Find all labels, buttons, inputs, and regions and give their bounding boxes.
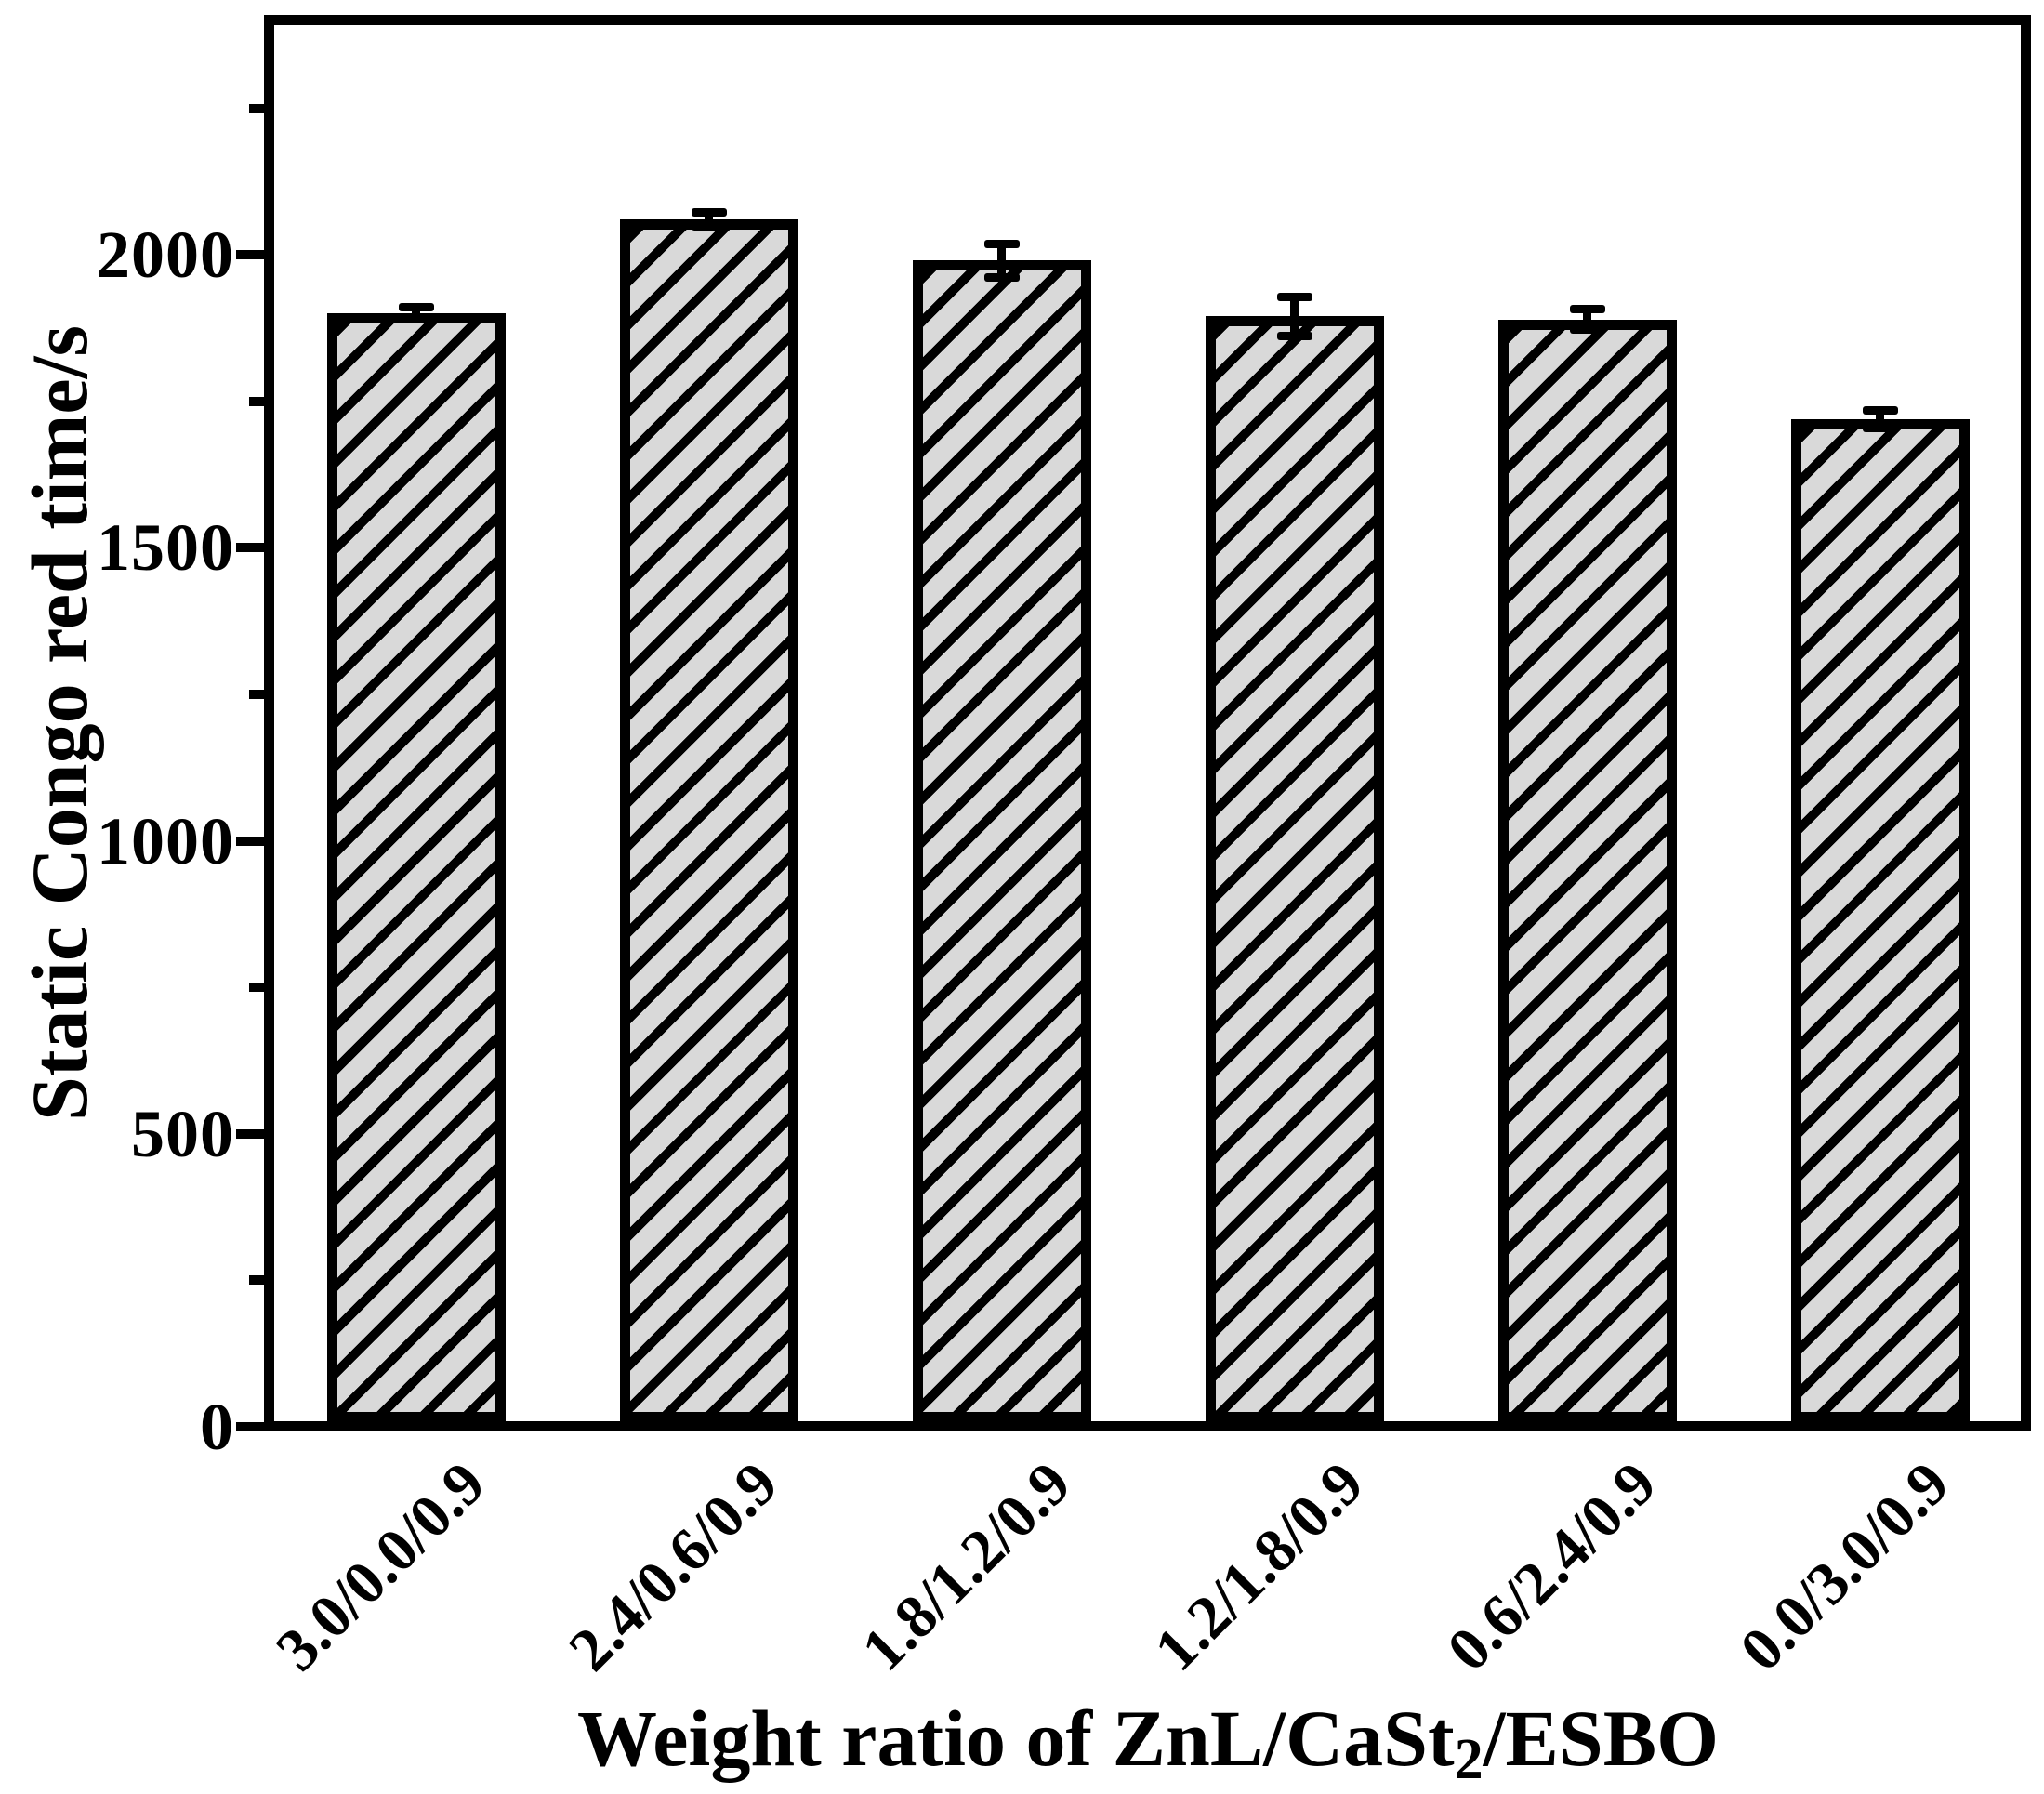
y-axis-major-tick bbox=[236, 1422, 270, 1431]
y-tick-label: 2000 bbox=[97, 218, 234, 293]
y-axis-minor-tick bbox=[249, 396, 270, 406]
error-bar-cap-top bbox=[1276, 293, 1312, 302]
error-bar-line bbox=[412, 307, 420, 320]
bar-0.6/2.4/0.9 bbox=[1497, 319, 1677, 1422]
bar-1.8/1.2/0.9 bbox=[912, 260, 1091, 1422]
error-bar-cap-bottom bbox=[1276, 331, 1312, 340]
error-bar-line bbox=[1290, 297, 1299, 336]
y-axis-minor-tick bbox=[249, 983, 270, 993]
error-bar-cap-bottom bbox=[1569, 324, 1605, 334]
bar-0.0/3.0/0.9 bbox=[1790, 418, 1970, 1422]
x-axis-title-text: Weight ratio of ZnL/CaSt2/ESBO bbox=[577, 1694, 1719, 1791]
y-axis-major-tick bbox=[236, 543, 270, 553]
y-tick-label: 0 bbox=[200, 1390, 234, 1464]
y-axis-minor-tick bbox=[249, 1275, 270, 1286]
y-tick-label: 1000 bbox=[97, 803, 234, 878]
x-tick-label-text: 1.2/1.8/0.9 bbox=[1141, 1449, 1378, 1684]
y-axis-major-tick bbox=[236, 836, 270, 846]
y-axis-minor-tick bbox=[249, 103, 270, 113]
error-bar-line bbox=[705, 212, 713, 227]
error-bar-cap-top bbox=[398, 303, 434, 312]
bar-1.2/1.8/0.9 bbox=[1205, 316, 1384, 1422]
bar-3.0/0.0/0.9 bbox=[326, 313, 506, 1422]
error-bar-cap-top bbox=[691, 208, 727, 218]
error-bar-cap-top bbox=[1862, 405, 1898, 415]
x-tick-label-text: 1.8/1.2/0.9 bbox=[849, 1449, 1085, 1684]
error-bar-cap-top bbox=[983, 240, 1020, 249]
x-axis-title-subscript: 2 bbox=[1454, 1727, 1484, 1791]
plot-area-frame bbox=[264, 15, 2031, 1431]
y-axis-title-text: Static Congo red time/s bbox=[15, 325, 104, 1121]
y-tick-label: 1500 bbox=[97, 510, 234, 586]
error-bar-line bbox=[1876, 410, 1884, 429]
y-axis-minor-tick bbox=[249, 689, 270, 699]
y-tick-label: 500 bbox=[131, 1096, 234, 1171]
error-bar-cap-bottom bbox=[398, 315, 434, 323]
y-axis-major-tick bbox=[236, 1128, 270, 1139]
error-bar-line bbox=[1583, 309, 1591, 330]
x-tick-label-text: 0.0/3.0/0.9 bbox=[1727, 1449, 1963, 1684]
error-bar-line bbox=[997, 244, 1006, 278]
error-bar-cap-bottom bbox=[691, 222, 727, 231]
error-bar-cap-top bbox=[1569, 305, 1605, 314]
x-tick-label-text: 2.4/0.6/0.9 bbox=[556, 1449, 792, 1684]
x-tick-label-text: 0.6/2.4/0.9 bbox=[1434, 1449, 1670, 1684]
bar-2.4/0.6/0.9 bbox=[619, 219, 798, 1422]
y-axis-major-tick bbox=[236, 250, 270, 260]
error-bar-cap-bottom bbox=[983, 272, 1020, 282]
error-bar-cap-bottom bbox=[1862, 423, 1898, 432]
x-tick-label-text: 3.0/0.0/0.9 bbox=[263, 1449, 499, 1684]
